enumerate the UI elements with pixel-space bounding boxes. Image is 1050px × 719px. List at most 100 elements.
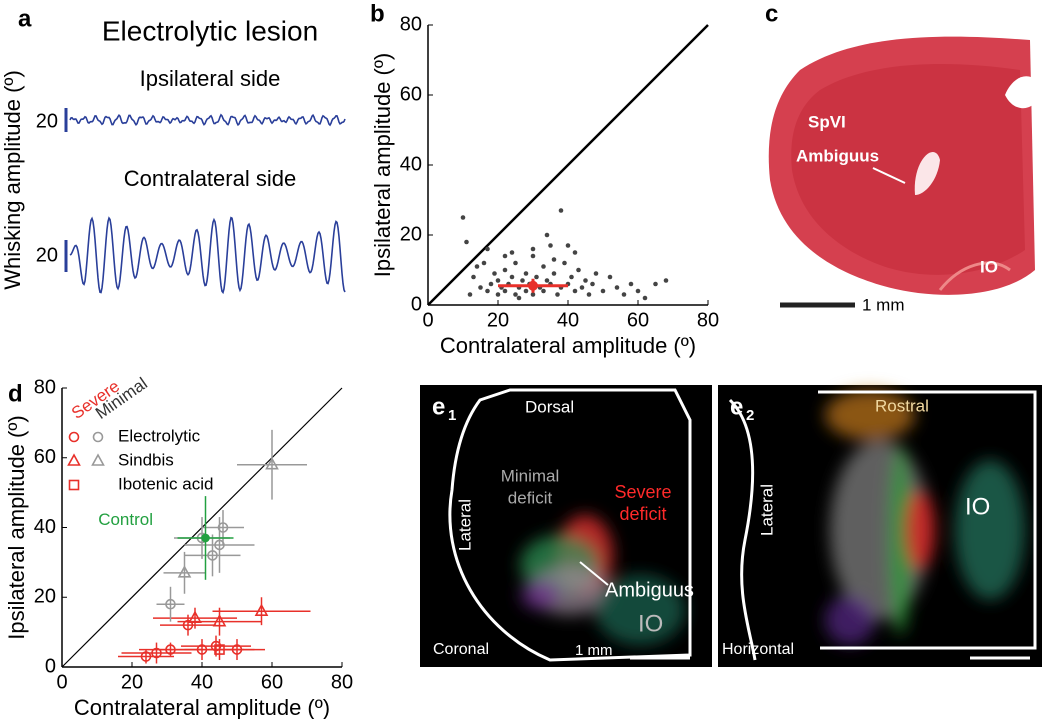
y-tick-label: 60: [400, 83, 422, 105]
point: [551, 271, 557, 276]
point: [151, 647, 162, 659]
point: [635, 288, 641, 294]
panel-label: e: [432, 393, 445, 420]
x-tick-label: 0: [56, 671, 67, 693]
series-label: Control: [98, 510, 153, 529]
point: [509, 274, 515, 280]
panel-label: e: [730, 393, 743, 420]
x-tick-label: 0: [422, 309, 433, 331]
point: [182, 619, 194, 631]
region-label: Ambiguus: [796, 146, 879, 165]
point: [530, 246, 536, 252]
y-axis-label: Whisking amplitude (º): [0, 70, 25, 290]
point: [177, 565, 192, 578]
outline: [728, 398, 757, 661]
mean-point: [528, 280, 538, 291]
orientation-label: Dorsal: [525, 397, 574, 416]
y-tick-label: 20: [34, 586, 56, 608]
point: [583, 278, 588, 283]
legend-marker: [68, 431, 80, 443]
panel-subscript: 2: [746, 407, 754, 424]
point: [474, 264, 480, 269]
plane-label: Coronal: [433, 641, 489, 658]
scale-label: 1 mm: [862, 295, 905, 314]
scale-label: 1 mm: [575, 642, 613, 659]
point: [544, 278, 550, 283]
region-label: SpVI: [808, 112, 846, 131]
point: [214, 644, 225, 655]
point: [663, 278, 669, 283]
point: [523, 271, 529, 276]
panel-title: Electrolytic lesion: [102, 15, 318, 46]
point: [653, 281, 658, 287]
y-tick-label: 60: [34, 446, 56, 468]
scale-label: 20: [36, 244, 58, 266]
legend-label: Ibotenic acid: [118, 474, 213, 493]
point: [502, 267, 508, 273]
histology-image: [768, 36, 1040, 295]
point: [621, 292, 627, 297]
y-axis-label: Ipsilateral amplitude (º): [370, 53, 395, 277]
x-tick-label: 80: [697, 309, 719, 331]
whisk-trace: [69, 216, 346, 295]
point: [558, 208, 564, 213]
legend-marker: [91, 453, 105, 466]
y-tick-label: 0: [45, 655, 56, 677]
legend-marker: [92, 431, 104, 443]
point: [502, 288, 508, 294]
x-tick-label: 60: [261, 671, 283, 693]
point: [628, 281, 634, 287]
x-tick-label: 40: [557, 309, 579, 331]
panel-label: d: [8, 380, 23, 407]
y-tick-label: 80: [400, 13, 422, 35]
annotation: Ambiguus: [605, 579, 694, 601]
point: [593, 271, 599, 276]
x-axis-label: Contralateral amplitude (º): [74, 695, 330, 719]
lesion-overlay: [520, 515, 685, 645]
point: [600, 288, 606, 294]
plane-label: Horizontal: [722, 641, 794, 658]
point: [210, 640, 222, 652]
x-tick-label: 80: [331, 671, 353, 693]
legend-label: Sindbis: [118, 450, 174, 469]
legend-marker: [67, 453, 81, 466]
point: [586, 292, 592, 297]
scale-label: 20: [36, 110, 58, 132]
point: [541, 264, 546, 269]
x-axis-label: Contralateral amplitude (º): [440, 333, 696, 358]
point: [460, 215, 466, 220]
y-tick-label: 80: [34, 376, 56, 398]
point: [207, 550, 218, 561]
point: [464, 239, 469, 245]
point: [495, 278, 501, 283]
whisk-trace: [69, 113, 346, 127]
annotation: Minimal: [501, 466, 560, 485]
panel-label: a: [18, 5, 32, 32]
point: [579, 285, 585, 290]
point: [565, 243, 571, 248]
point: [495, 292, 501, 297]
point: [576, 267, 581, 273]
point: [642, 295, 648, 301]
annotation: Severe: [614, 482, 671, 502]
point: [212, 614, 227, 627]
legend-marker: [68, 479, 80, 491]
point: [217, 522, 229, 533]
x-tick-label: 40: [191, 671, 213, 693]
annotation: deficit: [508, 488, 553, 507]
point: [467, 292, 473, 297]
point: [165, 598, 176, 610]
point: [555, 292, 560, 297]
point: [265, 457, 279, 470]
outline: [818, 390, 1037, 650]
point: [548, 243, 553, 248]
point: [481, 260, 487, 266]
pointer: [579, 561, 609, 586]
pointer: [872, 167, 906, 184]
orientation-label: Lateral: [455, 499, 474, 551]
annotation: deficit: [619, 504, 666, 524]
lesion-overlay: [825, 390, 1025, 645]
point: [140, 651, 152, 662]
panel-subscript: 1: [448, 407, 456, 424]
